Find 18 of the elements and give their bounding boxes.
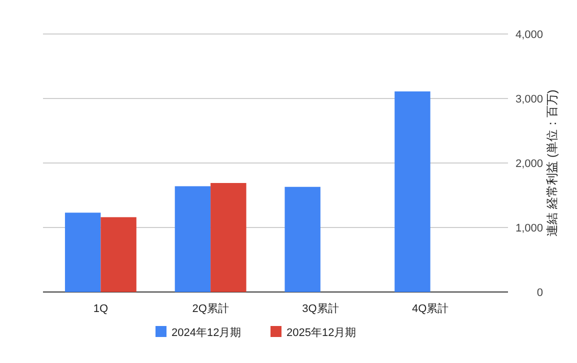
bar (394, 91, 430, 292)
legend-label: 2025年12月期 (286, 327, 356, 339)
bar (64, 212, 101, 292)
x-tick-label: 4Q累計 (412, 302, 449, 315)
y-tick-label: 3,000 (515, 93, 543, 106)
x-tick-label: 2Q累計 (192, 302, 229, 315)
legend-label: 2024年12月期 (172, 327, 242, 339)
y-tick-label: 2,000 (515, 158, 543, 170)
y-tick-label: 1,000 (515, 222, 543, 234)
x-tick-label: 1Q (93, 303, 108, 315)
y-tick-label: 0 (536, 286, 543, 299)
y-tick-label: 4,000 (515, 28, 543, 41)
y-axis-title: 連結 経常利益 (単位：百万) (545, 90, 559, 236)
bar (284, 186, 320, 292)
bar (210, 182, 246, 292)
x-tick-label: 3Q累計 (302, 302, 339, 315)
bar (174, 186, 211, 292)
bar (100, 217, 136, 292)
